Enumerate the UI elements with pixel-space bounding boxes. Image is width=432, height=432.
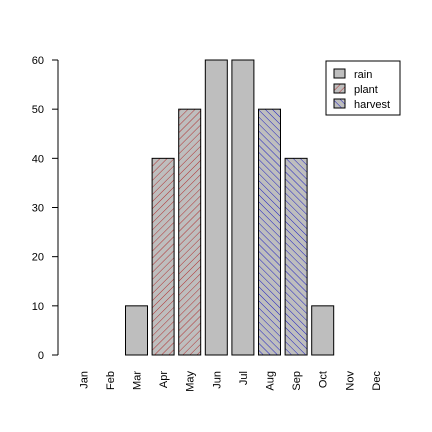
x-tick-label: Nov xyxy=(344,371,356,391)
x-tick-label: Jun xyxy=(211,371,223,389)
y-tick-label: 50 xyxy=(32,104,44,116)
y-tick-label: 30 xyxy=(32,203,44,215)
y-tick-label: 10 xyxy=(32,301,44,313)
x-axis-labels: Jan Feb Mar Apr May Jun Jul Aug Sep Oct Nov Dec xyxy=(78,371,383,392)
legend-swatch-rain xyxy=(333,68,346,79)
bar-oct xyxy=(311,305,335,356)
bars xyxy=(125,59,335,356)
legend: rain plant harvest xyxy=(325,60,401,116)
legend-label-rain: rain xyxy=(354,69,372,81)
y-tick-label: 40 xyxy=(32,153,44,165)
x-tick-label: Dec xyxy=(371,371,383,391)
bar-jul xyxy=(231,59,255,356)
bar-sep xyxy=(284,157,308,356)
x-tick-label: Feb xyxy=(105,371,117,390)
y-tick-label: 60 xyxy=(32,55,44,67)
legend-label-plant: plant xyxy=(354,84,378,96)
x-tick-label: Oct xyxy=(318,371,330,388)
x-tick-label: Mar xyxy=(132,371,144,390)
legend-swatch-plant xyxy=(333,83,346,94)
bar-may xyxy=(178,108,202,356)
bar-aug xyxy=(258,108,281,356)
x-tick-label: Jul xyxy=(238,371,250,385)
x-tick-label: Jan xyxy=(78,371,90,389)
bar-apr xyxy=(151,157,175,356)
x-tick-label: May xyxy=(185,371,197,392)
y-axis: 0 10 20 30 40 50 60 xyxy=(32,55,59,362)
legend-swatch-harvest xyxy=(333,98,346,109)
bar-jun xyxy=(204,59,228,356)
x-tick-label: Sep xyxy=(291,371,303,391)
y-tick-label: 20 xyxy=(32,252,44,264)
bar-mar xyxy=(125,305,148,356)
x-tick-label: Apr xyxy=(158,371,170,388)
y-tick-label: 0 xyxy=(38,350,44,362)
x-tick-label: Aug xyxy=(265,371,277,391)
legend-label-harvest: harvest xyxy=(354,99,390,111)
